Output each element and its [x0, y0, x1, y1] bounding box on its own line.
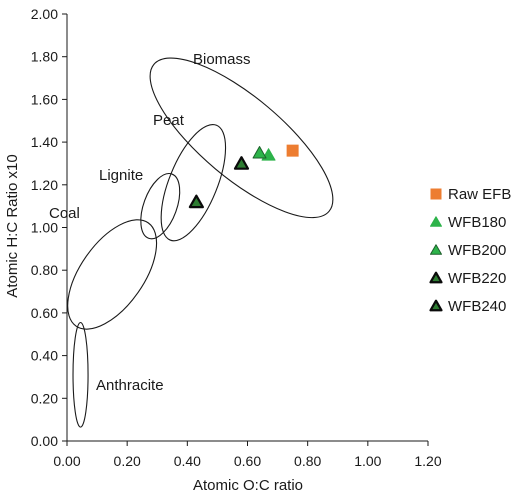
y-tick-label: 2.00: [31, 6, 58, 22]
legend-label-wfb180: WFB180: [448, 214, 506, 231]
region-label-coal: Coal: [49, 205, 80, 222]
point-wfb240: [188, 194, 204, 209]
y-tick-label: 1.20: [31, 177, 58, 193]
axes: 0.00 0.20 0.40 0.60 0.80 1.00 1.20 1.40 1.60 1.80…: [31, 6, 442, 469]
x-tick-label: 1.00: [354, 453, 381, 469]
region-ellipse-anthracite: [72, 321, 89, 428]
x-tick-label: 0.40: [174, 453, 201, 469]
legend-marker-raw-efb: [430, 188, 442, 200]
x-tick-label: 0.80: [294, 453, 321, 469]
y-tick-label: 1.80: [31, 49, 58, 65]
region-ellipse-coal: [67, 219, 158, 330]
y-tick-label: 0.40: [31, 348, 58, 364]
region-label-lignite: Lignite: [99, 167, 143, 184]
x-axis-title: Atomic O:C ratio: [193, 477, 303, 494]
y-tick-label: 1.60: [31, 91, 58, 107]
y-tick-label: 1.40: [31, 134, 58, 150]
x-tick-label: 1.20: [414, 453, 441, 469]
legend-label-wfb220: WFB220: [448, 270, 506, 287]
region-label-biomass: Biomass: [193, 51, 251, 68]
region-label-anthracite: Anthracite: [96, 377, 164, 394]
y-tick-label: 1.00: [31, 220, 58, 236]
x-tick-label: 0.60: [234, 453, 261, 469]
point-wfb200: [252, 146, 267, 159]
y-axis-title: Atomic H:C Ratio x10: [4, 154, 21, 297]
region-ellipse-lignite: [140, 173, 181, 240]
region-ellipse-peat: [160, 124, 227, 242]
legend-label-raw-efb: Raw EFB: [448, 186, 511, 203]
y-tick-label: 0.60: [31, 305, 58, 321]
legend-label-wfb240: WFB240: [448, 298, 506, 315]
y-tick-label: 0.00: [31, 433, 58, 449]
legend-label-wfb200: WFB200: [448, 242, 506, 259]
legend: Raw EFB WFB180 WFB200 WFB220 WFB240: [429, 186, 511, 315]
x-tick-label: 0.00: [53, 453, 80, 469]
legend-marker-wfb180: [430, 216, 442, 227]
legend-marker-wfb200: [430, 244, 442, 255]
y-tick-label: 0.20: [31, 390, 58, 406]
point-raw-efb: [286, 144, 299, 157]
data-points: [188, 144, 299, 209]
legend-marker-wfb240: [429, 299, 443, 312]
point-wfb220: [233, 156, 250, 170]
region-ellipse-biomass: [149, 57, 334, 219]
y-tick-label: 0.80: [31, 262, 58, 278]
legend-marker-wfb220: [429, 271, 443, 284]
x-tick-label: 0.20: [114, 453, 141, 469]
